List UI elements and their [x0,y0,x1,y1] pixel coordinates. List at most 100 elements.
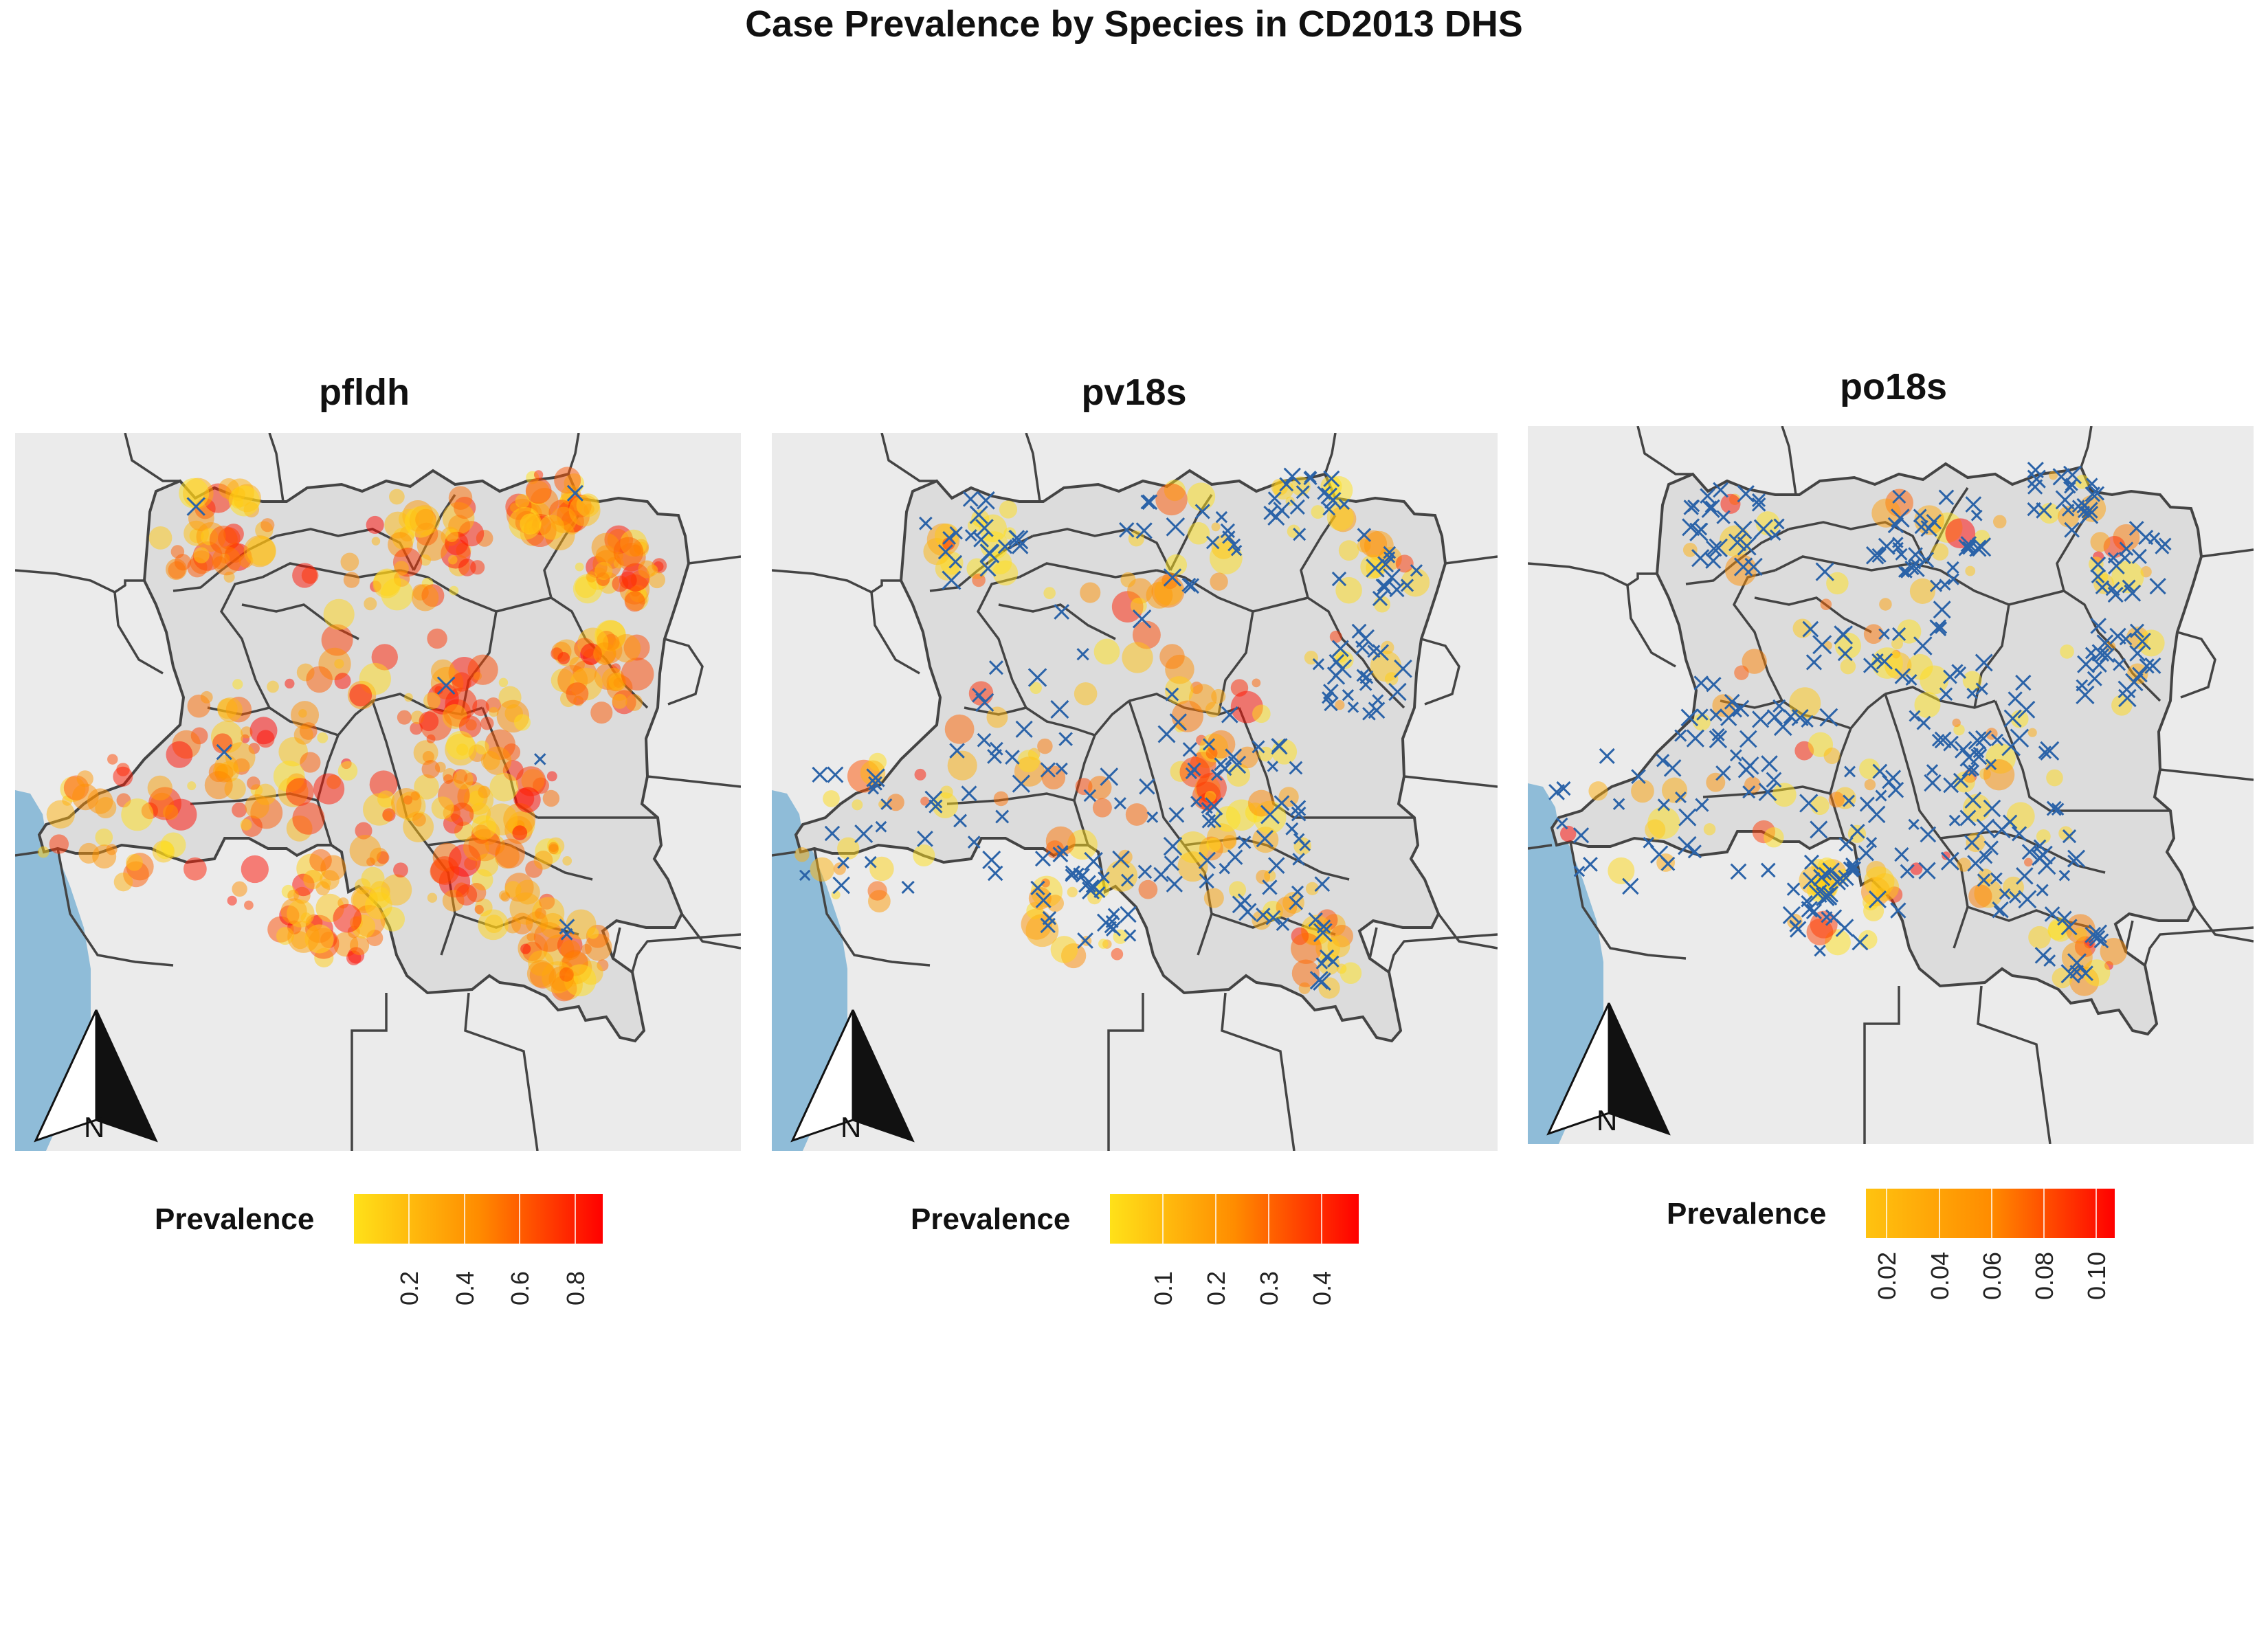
prevalence-point [2075,474,2089,489]
negative-cluster-marker [1802,620,1819,638]
prevalence-point [971,509,990,528]
neighbor-border [870,592,920,675]
negative-cluster-marker [2118,688,2137,708]
prevalence-point [1859,758,1880,780]
negative-cluster-marker [1040,762,1056,778]
prevalence-point [1211,522,1221,532]
negative-cluster-marker [1271,738,1287,753]
negative-cluster-marker [2078,965,2093,981]
negative-cluster-marker [1120,906,1137,923]
prevalence-point [364,597,377,611]
prevalence-point [241,726,253,739]
negative-cluster-marker [1181,577,1197,592]
negative-cluster-marker [436,676,456,695]
prevalence-point [232,881,247,897]
prevalence-point [2024,857,2033,867]
negative-cluster-marker [949,526,963,540]
prevalence-point [1093,638,1120,665]
negative-cluster-marker [2087,671,2102,686]
prevalence-point [446,730,475,760]
prevalence-point [568,495,601,527]
neighbor-border [113,592,164,675]
prevalence-point [321,624,353,656]
prevalence-point [1166,554,1188,576]
prevalence-point [409,505,441,536]
negative-cluster-marker [1201,814,1216,829]
negative-cluster-marker [1342,688,1355,702]
north-arrow-right-half [95,1009,158,1143]
negative-cluster-marker [1583,857,1598,872]
negative-cluster-marker [1959,809,1977,827]
negative-cluster-marker [1940,851,1959,871]
prevalence-point [1931,543,1949,561]
prevalence-point [232,679,243,690]
negative-cluster-marker [1683,500,1699,515]
prevalence-point [300,912,312,923]
negative-cluster-marker [1965,496,1982,513]
prevalence-point [1335,576,1362,604]
neighbor-border [647,775,741,788]
negative-cluster-marker [1338,498,1350,511]
prevalence-point [1863,900,1885,921]
negative-cluster-marker [1256,907,1271,923]
prevalence-point [1373,596,1390,613]
negative-cluster-marker [1202,738,1216,751]
negative-cluster-marker [1966,687,1978,699]
negative-cluster-marker [1279,477,1294,492]
negative-cluster-marker [534,753,546,765]
prevalence-point [1834,632,1861,659]
negative-cluster-marker [1801,895,1813,908]
negative-cluster-marker [1289,895,1303,910]
neighbor-border [1368,927,1378,959]
neighbor-border [1863,986,1900,1144]
neighbor-border [612,927,621,959]
prevalence-point [1291,959,1320,987]
negative-cluster-marker [942,530,957,545]
prevalence-point [648,571,665,589]
province-border [1128,700,1186,846]
negative-cluster-marker [977,732,992,748]
negative-cluster-marker [1744,557,1763,576]
prevalence-point [526,932,536,941]
panel-title-pfldh: pfldh [319,372,410,413]
legend-tick-label: 0.02 [1873,1251,1902,1300]
negative-cluster-marker [1163,568,1182,587]
neighbor-border [1107,993,1144,1151]
prevalence-point [467,654,498,685]
prevalence-point [200,691,213,704]
negative-cluster-marker [982,850,1001,869]
negative-cluster-marker [1113,797,1126,810]
prevalence-point [612,575,629,592]
prevalence-point [1067,886,1078,898]
negative-cluster-marker [1388,682,1407,702]
negative-cluster-marker [1858,845,1874,862]
province-border [1011,680,1096,737]
negative-cluster-marker [1918,862,1936,879]
prevalence-point [95,797,117,819]
north-label: N [1597,1104,1617,1136]
negative-cluster-marker [1920,519,1937,537]
prevalence-point [403,811,434,842]
prevalence-point [334,658,344,669]
prevalence-point [1118,849,1133,864]
prevalence-point [1041,878,1050,888]
negative-cluster-marker [995,809,1010,824]
prevalence-point [1030,682,1042,695]
prevalence-point [349,684,373,707]
prevalence-point [445,528,459,542]
prevalence-point [1945,518,1976,549]
negative-cluster-marker [1291,806,1307,822]
north-arrow: N [790,1009,915,1143]
negative-cluster-marker [1968,764,1980,776]
prevalence-point [1003,527,1016,540]
province-border [1885,686,1996,709]
negative-cluster-marker [864,855,877,868]
negative-cluster-marker [1322,502,1336,516]
negative-cluster-marker [953,814,968,828]
negative-cluster-marker [1943,735,1959,752]
prevalence-point [113,766,133,787]
negative-cluster-marker [1331,640,1349,658]
neighbor-border [1025,433,1041,502]
prevalence-point [1092,798,1112,818]
negative-cluster-marker [988,660,1003,675]
